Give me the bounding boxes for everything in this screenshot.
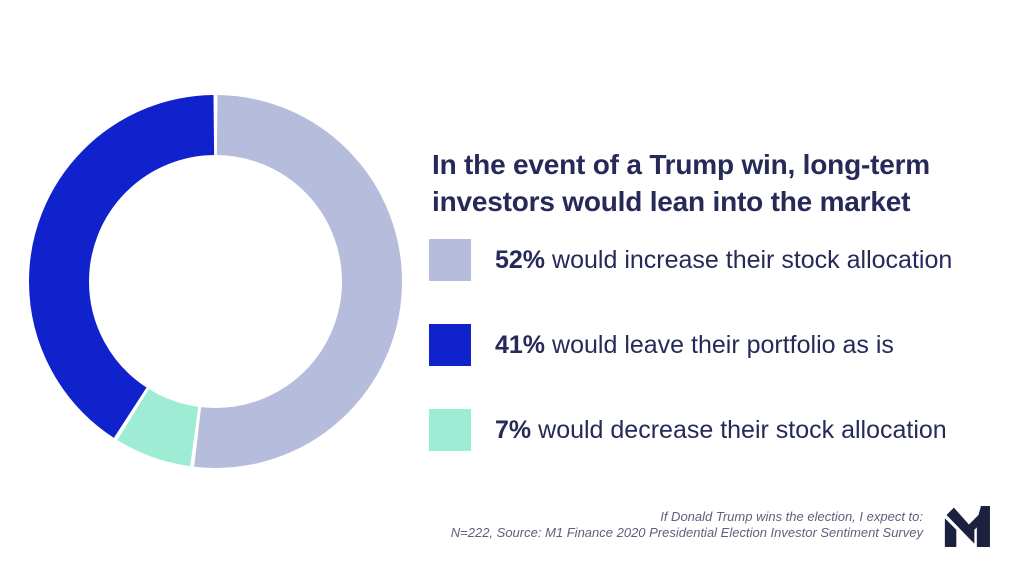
- page-title: In the event of a Trump win, long-term i…: [432, 146, 1012, 220]
- m1-finance-logo: [944, 506, 990, 547]
- legend-item-decrease: 7% would decrease their stock allocation: [429, 409, 952, 451]
- footnote: If Donald Trump wins the election, I exp…: [451, 509, 923, 541]
- footnote-line-1: If Donald Trump wins the election, I exp…: [660, 509, 923, 524]
- donut-chart: [29, 95, 402, 468]
- logo-left-bar: [944, 518, 957, 547]
- legend-label: 7% would decrease their stock allocation: [495, 416, 947, 445]
- legend-swatch-increase: [429, 239, 471, 281]
- legend-swatch-leave: [429, 324, 471, 366]
- legend-percentage: 7%: [495, 415, 532, 444]
- legend-label: 41% would leave their portfolio as is: [495, 331, 894, 360]
- legend-text: would leave their portfolio as is: [552, 330, 894, 359]
- footnote-line-2: N=222, Source: M1 Finance 2020 President…: [450, 525, 923, 540]
- legend-label: 52% would increase their stock allocation: [495, 246, 952, 275]
- legend-percentage: 52%: [495, 245, 546, 274]
- legend-item-leave: 41% would leave their portfolio as is: [429, 324, 952, 366]
- logo-one: [968, 506, 990, 547]
- donut-segment: [29, 95, 402, 468]
- legend-item-increase: 52% would increase their stock allocation: [429, 239, 952, 281]
- title-line-1: In the event of a Trump win, long-term: [432, 149, 930, 180]
- legend-text: would increase their stock allocation: [552, 245, 953, 274]
- legend-percentage: 41%: [495, 330, 546, 359]
- legend: 52% would increase their stock allocation…: [429, 239, 952, 494]
- logo-diagonal: [946, 507, 975, 544]
- legend-text: would decrease their stock allocation: [538, 415, 947, 444]
- donut-segment: [29, 95, 402, 468]
- legend-swatch-decrease: [429, 409, 471, 451]
- title-line-2: investors would lean into the market: [432, 186, 911, 217]
